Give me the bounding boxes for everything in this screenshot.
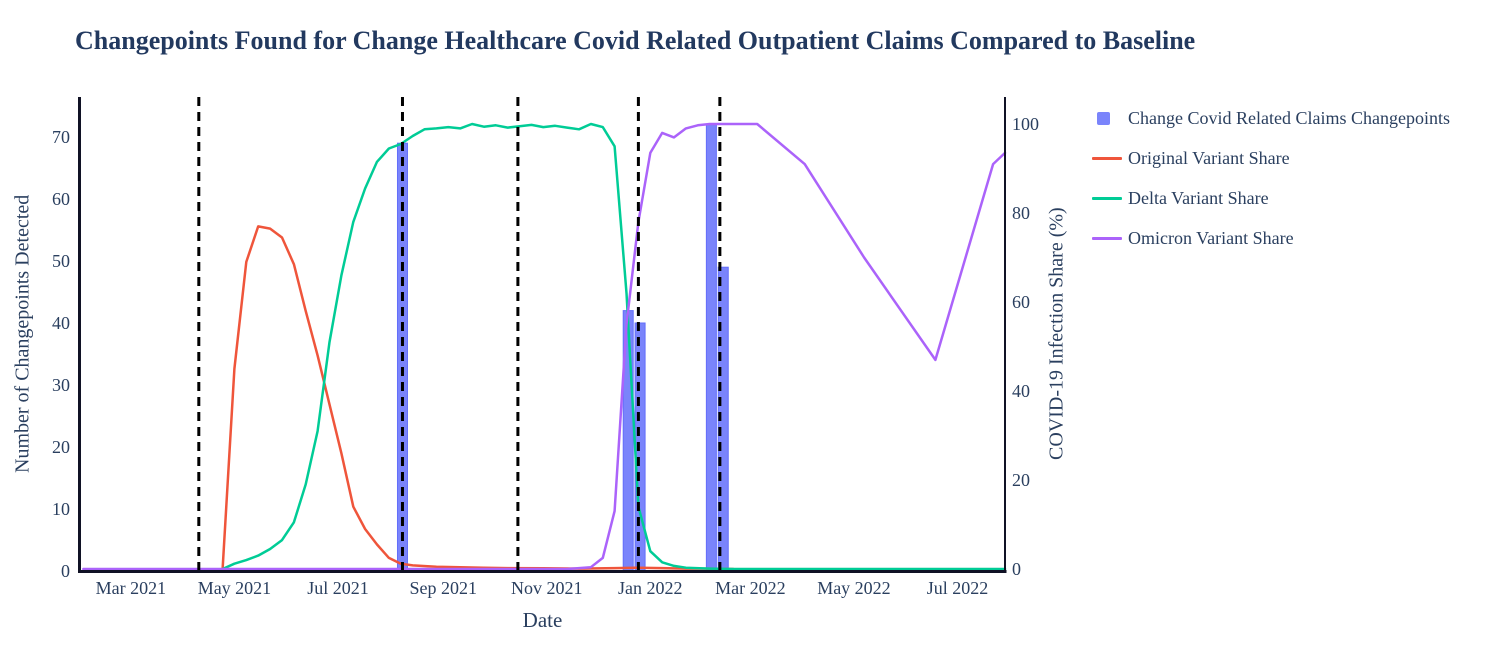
- legend-item-delta-variant[interactable]: Delta Variant Share: [1092, 178, 1450, 218]
- x-tick-label: Mar 2022: [715, 578, 786, 598]
- right-y-tick-label: 0: [1012, 559, 1021, 579]
- x-tick-label: Jan 2022: [618, 578, 683, 598]
- left-y-tick-label: 20: [52, 437, 70, 457]
- changepoint-bar[interactable]: [634, 322, 646, 573]
- left-y-tick-label: 0: [61, 561, 70, 581]
- series-line-original-variant-share[interactable]: [221, 225, 735, 571]
- legend-item-omicron-variant[interactable]: Omicron Variant Share: [1092, 218, 1450, 258]
- x-tick-label: May 2022: [817, 578, 891, 598]
- x-tick-label: Sep 2021: [409, 578, 477, 598]
- x-tick-label: May 2021: [198, 578, 272, 598]
- lines-layer: [82, 122, 1007, 571]
- line-legend-marker: [1092, 236, 1124, 240]
- right-y-tick-label: 100: [1012, 114, 1039, 134]
- right-y-tick-label: 80: [1012, 203, 1030, 223]
- tick-labels-layer: Mar 2021 May 2021 Jul 2021 Sep 2021 Nov 2021…: [52, 114, 1039, 598]
- x-axis-title: Date: [522, 608, 563, 632]
- changepoint-bar[interactable]: [705, 124, 717, 573]
- bars-layer: [396, 124, 729, 573]
- left-y-tick-label: 70: [52, 127, 70, 147]
- line-legend-marker: [1092, 196, 1124, 200]
- bar-legend-marker: [1092, 111, 1124, 125]
- chart-title: Changepoints Found for Change Healthcare…: [75, 26, 1196, 55]
- series-line-delta-variant-share[interactable]: [221, 122, 1007, 571]
- left-y-tick-label: 40: [52, 313, 70, 333]
- x-tick-label: Jul 2022: [927, 578, 989, 598]
- x-tick-label: Jul 2021: [307, 578, 369, 598]
- left-y-tick-label: 60: [52, 189, 70, 209]
- changepoint-vlines-layer: [197, 97, 722, 575]
- line-legend-marker: [1092, 156, 1124, 160]
- left-y-tick-label: 10: [52, 499, 70, 519]
- axes-layer: [78, 97, 1007, 573]
- left-y-tick-label: 50: [52, 251, 70, 271]
- legend-label: Omicron Variant Share: [1128, 227, 1294, 248]
- left-y-tick-label: 30: [52, 375, 70, 395]
- legend-label: Delta Variant Share: [1128, 187, 1269, 208]
- right-y-tick-label: 60: [1012, 292, 1030, 312]
- legend-label: Original Variant Share: [1128, 147, 1290, 168]
- x-tick-label: Nov 2021: [511, 578, 583, 598]
- right-y-tick-label: 40: [1012, 381, 1030, 401]
- legend: Change Covid Related Claims Changepoints…: [1092, 98, 1450, 258]
- right-y-tick-label: 20: [1012, 470, 1030, 490]
- right-y-axis-title: COVID-19 Infection Share (%): [1045, 207, 1068, 461]
- left-y-axis-title: Number of Changepoints Detected: [11, 194, 34, 474]
- legend-item-original-variant[interactable]: Original Variant Share: [1092, 138, 1450, 178]
- x-tick-label: Mar 2021: [96, 578, 167, 598]
- legend-label: Change Covid Related Claims Changepoints: [1128, 107, 1450, 128]
- series-line-omicron-variant-share[interactable]: [82, 122, 1007, 571]
- legend-item-changepoints[interactable]: Change Covid Related Claims Changepoints: [1092, 98, 1450, 138]
